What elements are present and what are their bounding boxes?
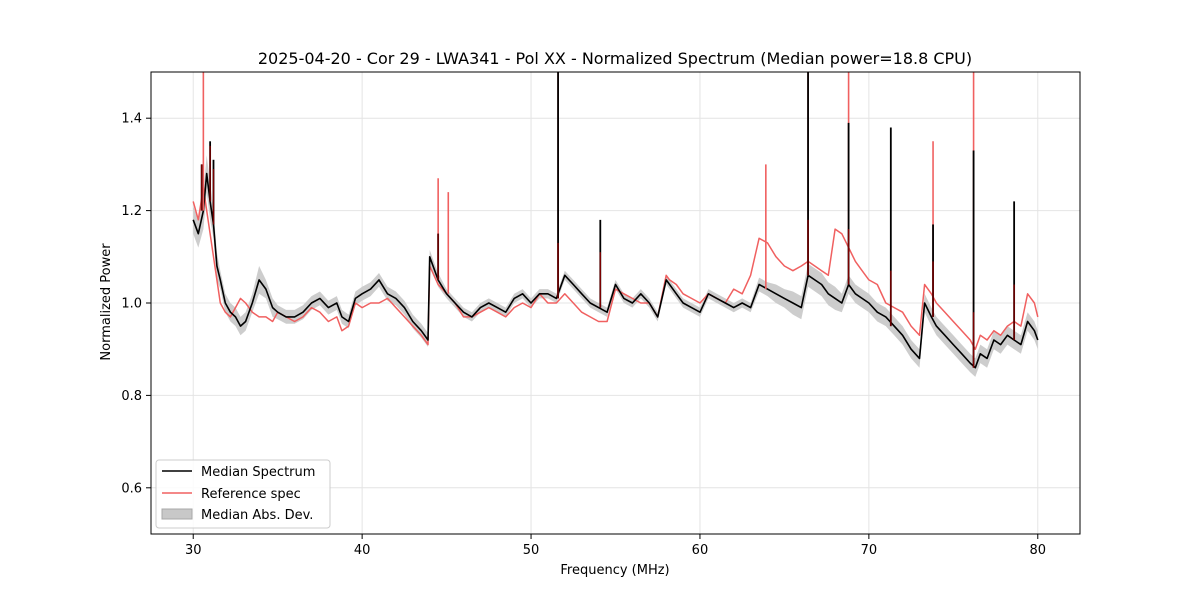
- x-tick-label: 50: [523, 543, 540, 558]
- reference-spectrum-line: [192, 186, 1039, 350]
- legend-median-label: Median Spectrum: [201, 465, 315, 480]
- legend: Median Spectrum Reference spec Median Ab…: [155, 459, 331, 529]
- y-axis-ticks: 0.6 0.8 1.0 1.2 1.4: [121, 112, 151, 496]
- legend-reference-label: Reference spec: [201, 487, 301, 502]
- median-spectrum-line: [192, 172, 1039, 369]
- y-tick-label: 1.0: [121, 297, 142, 312]
- x-tick-label: 30: [185, 543, 202, 558]
- legend-mad-label: Median Abs. Dev.: [201, 508, 313, 523]
- legend-box: [155, 459, 331, 529]
- y-tick-label: 0.8: [121, 389, 142, 404]
- y-axis-label: Normalized Power: [99, 243, 114, 361]
- series-layer: [192, 172, 1039, 369]
- x-tick-label: 40: [354, 543, 371, 558]
- x-tick-label: 70: [861, 543, 878, 558]
- y-tick-label: 1.2: [121, 204, 142, 219]
- x-tick-label: 60: [692, 543, 709, 558]
- chart-title: 2025-04-20 - Cor 29 - LWA341 - Pol XX - …: [258, 49, 972, 68]
- y-tick-label: 0.6: [121, 481, 142, 496]
- x-tick-label: 80: [1029, 543, 1046, 558]
- x-axis-label: Frequency (MHz): [560, 563, 669, 578]
- spike-layer: [200, 72, 1016, 368]
- x-axis-ticks: 30 40 50 60 70 80: [185, 534, 1046, 558]
- legend-mad-swatch: [161, 508, 193, 520]
- y-tick-label: 1.4: [121, 112, 142, 127]
